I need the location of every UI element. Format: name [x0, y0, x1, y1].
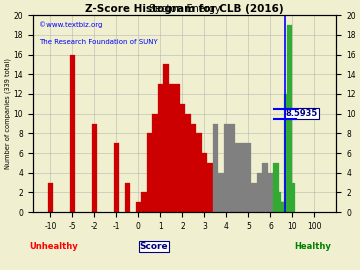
Text: Unhealthy: Unhealthy: [30, 242, 78, 251]
Bar: [235, 143, 240, 212]
Bar: [269, 202, 275, 212]
Text: Healthy: Healthy: [294, 242, 330, 251]
Bar: [240, 143, 246, 212]
Bar: [257, 173, 262, 212]
Bar: [147, 133, 152, 212]
Bar: [191, 123, 196, 212]
Bar: [262, 163, 268, 212]
Bar: [185, 114, 191, 212]
Bar: [169, 84, 174, 212]
Text: Sector: Energy: Sector: Energy: [149, 4, 220, 14]
Text: Score: Score: [140, 242, 168, 251]
Bar: [141, 193, 147, 212]
Bar: [280, 202, 285, 212]
Bar: [158, 84, 163, 212]
Title: Z-Score Histogram for CLB (2016): Z-Score Histogram for CLB (2016): [85, 4, 284, 14]
Bar: [279, 202, 284, 212]
Bar: [213, 123, 218, 212]
Text: ©www.textbiz.org: ©www.textbiz.org: [39, 21, 102, 28]
Bar: [114, 143, 119, 212]
Bar: [202, 153, 207, 212]
Bar: [207, 163, 213, 212]
Bar: [92, 123, 97, 212]
Text: 8.5935: 8.5935: [286, 109, 318, 118]
Bar: [136, 202, 141, 212]
Text: The Research Foundation of SUNY: The Research Foundation of SUNY: [39, 39, 158, 45]
Bar: [152, 114, 158, 212]
Bar: [218, 173, 224, 212]
Bar: [125, 183, 130, 212]
Bar: [276, 193, 282, 212]
Bar: [268, 173, 273, 212]
Bar: [275, 202, 280, 212]
Bar: [273, 163, 279, 212]
Bar: [69, 55, 75, 212]
Bar: [163, 65, 169, 212]
Bar: [290, 183, 295, 212]
Bar: [224, 123, 229, 212]
Bar: [229, 123, 235, 212]
Bar: [277, 202, 283, 212]
Bar: [287, 25, 292, 212]
Bar: [284, 94, 290, 212]
Bar: [48, 183, 53, 212]
Bar: [246, 143, 251, 212]
Bar: [180, 104, 185, 212]
Y-axis label: Number of companies (339 total): Number of companies (339 total): [4, 58, 11, 169]
Bar: [270, 193, 276, 212]
Bar: [196, 133, 202, 212]
Bar: [251, 183, 257, 212]
Bar: [174, 84, 180, 212]
